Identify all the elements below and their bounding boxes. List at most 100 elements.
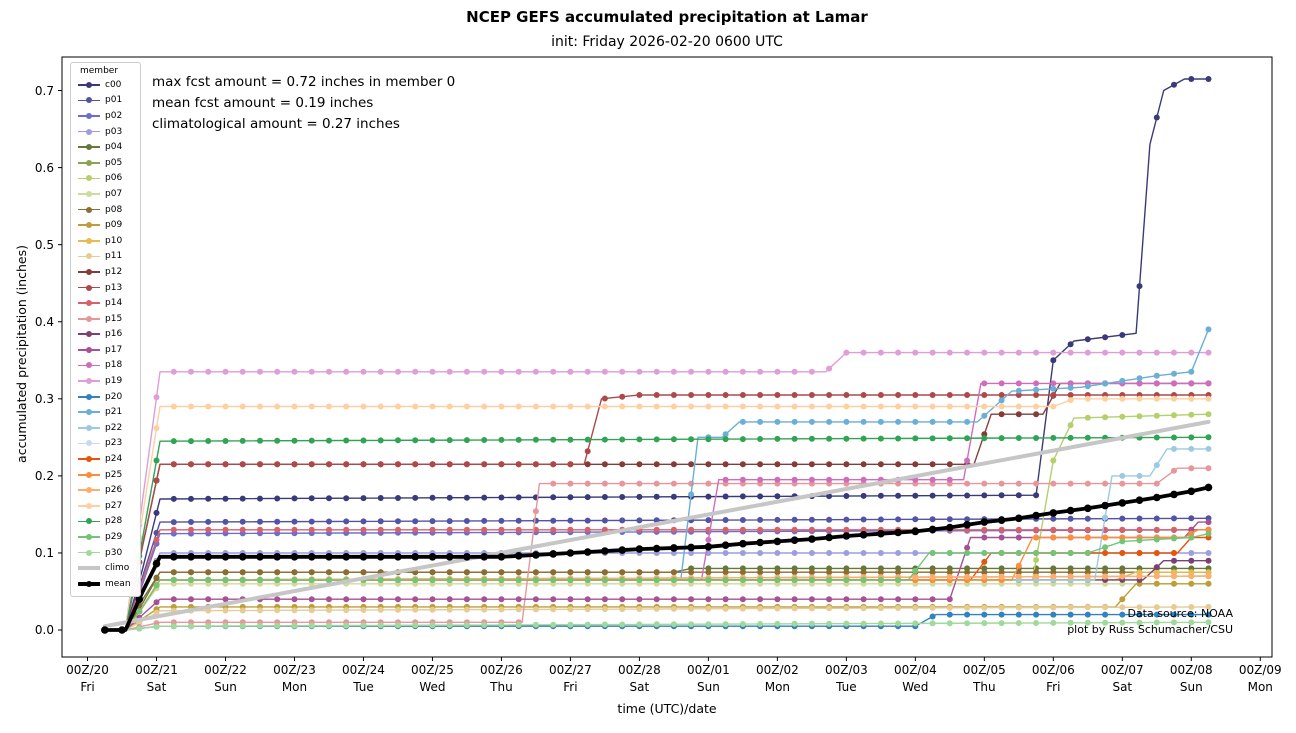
x-tick-label-00Z-06: 00Z/06 Fri (1031, 663, 1075, 694)
legend-item-p02: p02 (78, 108, 131, 124)
legend-swatch-p14 (78, 298, 100, 308)
x-tick-label-00Z-21: 00Z/21 Sat (135, 663, 178, 694)
x-tick-label-00Z-27: 00Z/27 Fri (549, 663, 592, 694)
legend-item-p30: p30 (78, 545, 131, 561)
legend-swatch-p12 (78, 267, 100, 277)
series-markers-p29 (101, 530, 1212, 633)
legend-swatch-p10 (78, 236, 100, 246)
legend-item-mean: mean (78, 576, 131, 592)
legend-label-p26: p26 (105, 485, 123, 496)
legend-swatch-p06 (78, 173, 100, 183)
legend-swatch-p13 (78, 283, 100, 293)
legend-label-climo: climo (105, 563, 130, 574)
x-tick-label-00Z-07: 00Z/07 Sat (1100, 663, 1144, 694)
legend-item-p27: p27 (78, 498, 131, 514)
legend-item-p21: p21 (78, 404, 131, 420)
legend-label-p08: p08 (105, 204, 123, 215)
legend-item-p15: p15 (78, 311, 131, 327)
legend-swatch-p15 (78, 314, 100, 324)
legend-label-p06: p06 (105, 173, 123, 184)
legend-swatch-p28 (78, 516, 100, 526)
y-tick-label-0.6: 0.6 (34, 160, 54, 175)
legend-swatch-p27 (78, 501, 100, 511)
legend-item-p16: p16 (78, 327, 131, 343)
legend-swatch-p02 (78, 111, 100, 121)
legend-swatch-c00 (78, 80, 100, 90)
series-markers-p19 (101, 349, 1212, 633)
legend-item-p20: p20 (78, 389, 131, 405)
legend-label-p20: p20 (105, 391, 123, 402)
legend-label-p07: p07 (105, 188, 123, 199)
y-axis-label: accumulated precipitation (inches) (14, 245, 29, 463)
legend-swatch-p05 (78, 158, 100, 168)
stats-annotations: max fcst amount = 0.72 inches in member … (152, 72, 455, 135)
x-tick-label-00Z-20: 00Z/20 Fri (66, 663, 109, 694)
legend-swatch-p26 (78, 485, 100, 495)
legend-swatch-p21 (78, 407, 100, 417)
legend-label-p02: p02 (105, 110, 123, 121)
legend-item-climo: climo (78, 560, 131, 576)
legend-item-p11: p11 (78, 249, 131, 265)
data-source-text: Data source: NOAA (1127, 607, 1233, 620)
legend-swatch-p24 (78, 454, 100, 464)
legend-item-p24: p24 (78, 451, 131, 467)
series-markers-p11 (101, 603, 1212, 633)
x-tick-label-00Z-03: 00Z/03 Tue (824, 663, 868, 694)
series-line-climo (102, 419, 1211, 629)
y-tick-label-0.3: 0.3 (34, 391, 54, 406)
legend-item-p23: p23 (78, 436, 131, 452)
legend-item-p09: p09 (78, 217, 131, 233)
legend-item-p18: p18 (78, 358, 131, 374)
legend-label-p15: p15 (105, 313, 123, 324)
plot-author-text: plot by Russ Schumacher/CSU (1067, 623, 1233, 636)
legend-label-p14: p14 (105, 298, 123, 309)
legend-swatch-p30 (78, 548, 100, 558)
x-tick-label-00Z-08: 00Z/08 Sun (1169, 663, 1213, 694)
legend-item-p10: p10 (78, 233, 131, 249)
legend-label-p24: p24 (105, 454, 123, 465)
legend-swatch-p23 (78, 438, 100, 448)
legend-swatch-p22 (78, 423, 100, 433)
x-tick-label-00Z-24: 00Z/24 Tue (342, 663, 385, 694)
x-tick-label-00Z-22: 00Z/22 Sun (204, 663, 247, 694)
y-tick-label-0.4: 0.4 (34, 314, 54, 329)
x-tick-label-00Z-01: 00Z/01 Sun (686, 663, 730, 694)
credits: Data source: NOAA plot by Russ Schumache… (62, 606, 1233, 638)
legend-swatch-p18 (78, 360, 100, 370)
legend-label-p29: p29 (105, 532, 123, 543)
legend-swatch-p01 (78, 95, 100, 105)
legend-label-p27: p27 (105, 500, 123, 511)
legend-swatch-p03 (78, 127, 100, 137)
legend-label-p09: p09 (105, 220, 123, 231)
legend-swatch-p11 (78, 251, 100, 261)
x-tick-label-00Z-28: 00Z/28 Sat (617, 663, 661, 694)
legend-label-p10: p10 (105, 235, 123, 246)
legend-swatch-p17 (78, 345, 100, 355)
legend-item-p13: p13 (78, 280, 131, 296)
legend-label-p22: p22 (105, 422, 123, 433)
legend-item-p01: p01 (78, 93, 131, 109)
legend-item-p06: p06 (78, 171, 131, 187)
legend-label-p16: p16 (105, 329, 123, 340)
legend-swatch-p29 (78, 532, 100, 542)
legend-item-p05: p05 (78, 155, 131, 171)
y-tick-label-0.5: 0.5 (34, 237, 54, 252)
legend-label-p19: p19 (105, 376, 123, 387)
legend-label-p23: p23 (105, 438, 123, 449)
y-tick-label-0.7: 0.7 (34, 83, 54, 98)
legend-item-p04: p04 (78, 139, 131, 155)
legend-label-p11: p11 (105, 251, 123, 262)
legend-item-p26: p26 (78, 482, 131, 498)
legend-label-mean: mean (105, 578, 131, 589)
legend-item-p08: p08 (78, 202, 131, 218)
legend-swatch-p19 (78, 376, 100, 386)
series-markers-p28 (101, 434, 1212, 633)
legend-item-p14: p14 (78, 295, 131, 311)
legend-label-p13: p13 (105, 282, 123, 293)
chart-subtitle: init: Friday 2026-02-20 0600 UTC (551, 34, 783, 50)
legend-label-p01: p01 (105, 95, 123, 106)
legend-item-p17: p17 (78, 342, 131, 358)
legend-item-p29: p29 (78, 529, 131, 545)
series-markers-p30 (101, 619, 1212, 633)
legend-label-p04: p04 (105, 142, 123, 153)
